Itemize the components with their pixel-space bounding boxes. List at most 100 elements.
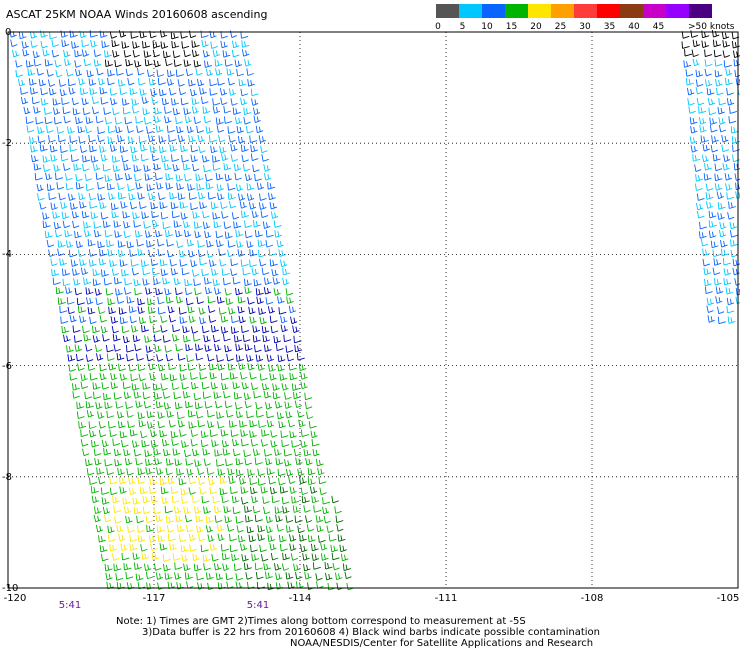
wind-barb	[137, 77, 146, 86]
wind-barb	[217, 421, 225, 429]
wind-barb	[725, 183, 733, 191]
wind-barb	[184, 173, 192, 182]
wind-barb	[77, 363, 85, 371]
wind-barb	[732, 258, 740, 267]
wind-barb	[74, 49, 83, 58]
wind-barb	[160, 41, 169, 49]
wind-barb	[721, 31, 730, 40]
wind-barb	[237, 193, 246, 201]
wind-barb	[171, 382, 180, 391]
wind-barb	[164, 572, 173, 580]
wind-barb	[705, 201, 713, 209]
wind-barb	[308, 421, 317, 429]
wind-barb	[163, 402, 172, 410]
wind-barb	[200, 439, 209, 448]
wind-barb	[87, 363, 96, 371]
wind-barb	[278, 477, 286, 486]
wind-barb	[48, 87, 57, 96]
wind-barb	[710, 240, 719, 249]
wind-barb	[276, 411, 285, 420]
wind-barb	[118, 476, 127, 485]
wind-barb	[189, 88, 198, 97]
wind-barb	[109, 88, 118, 96]
wind-barb	[253, 391, 262, 399]
wind-barb	[104, 563, 113, 572]
wind-barb	[263, 344, 272, 352]
wind-barb	[173, 391, 182, 400]
wind-barb	[255, 571, 264, 580]
wind-barb	[160, 325, 168, 333]
wind-barb	[37, 193, 45, 201]
wind-barb	[144, 173, 153, 181]
wind-barb	[123, 163, 131, 171]
wind-barb	[97, 134, 105, 143]
wind-barb	[85, 116, 94, 125]
wind-barb	[176, 468, 185, 476]
wind-barb	[89, 201, 98, 209]
wind-barb	[698, 117, 707, 125]
wind-barb	[119, 316, 128, 325]
wind-barb	[139, 486, 148, 495]
wind-barb	[708, 220, 717, 228]
wind-barb	[197, 134, 205, 143]
wind-barb	[726, 192, 735, 200]
wind-barb	[240, 486, 249, 494]
wind-barb	[165, 173, 174, 181]
wind-barb	[98, 535, 106, 543]
wind-barb	[95, 297, 103, 306]
wind-barb	[124, 172, 133, 181]
wind-barb	[152, 40, 161, 49]
wind-barb	[36, 68, 44, 76]
wind-barb	[243, 117, 251, 125]
wind-barb	[684, 49, 693, 57]
wind-barb	[58, 192, 66, 201]
wind-barb	[130, 373, 139, 382]
wind-barb	[266, 410, 275, 419]
wind-barb	[264, 449, 272, 457]
wind-barb	[155, 514, 164, 523]
wind-barb	[211, 325, 219, 333]
wind-barb	[179, 201, 188, 209]
wind-barb	[245, 515, 254, 523]
wind-barb	[252, 107, 261, 116]
lon-tick-label: -120	[3, 593, 27, 604]
wind-barb	[57, 248, 65, 257]
wind-barb	[154, 344, 162, 353]
wind-barb	[306, 411, 314, 420]
wind-barb	[207, 305, 216, 313]
wind-barb	[688, 106, 696, 114]
wind-barb	[142, 495, 151, 504]
wind-barb	[252, 325, 261, 333]
wind-barb	[140, 153, 149, 162]
wind-barb	[150, 440, 159, 448]
wind-barb	[320, 553, 329, 561]
wind-barb	[721, 144, 730, 153]
wind-barb	[166, 525, 175, 533]
wind-barb	[125, 401, 133, 409]
wind-barb	[33, 106, 41, 114]
wind-barb	[119, 259, 128, 267]
wind-barb	[720, 239, 728, 248]
wind-barb	[204, 286, 213, 295]
wind-barb	[718, 97, 727, 106]
wind-barb	[165, 182, 174, 190]
wind-barb	[221, 153, 229, 161]
wind-barb	[215, 172, 224, 181]
wind-barb	[201, 325, 210, 334]
wind-barb	[21, 41, 29, 49]
wind-barb	[171, 495, 180, 504]
wind-barb	[188, 476, 197, 485]
wind-barb	[141, 552, 150, 560]
wind-barb	[257, 363, 265, 371]
wind-barb	[201, 155, 210, 163]
wind-barb	[203, 164, 211, 173]
wind-barb	[129, 201, 138, 210]
wind-barb	[241, 49, 250, 57]
wind-barb	[243, 107, 252, 115]
wind-barb	[259, 193, 267, 201]
legend-tick-label: 30	[579, 22, 591, 32]
wind-barb	[240, 259, 249, 267]
wind-barb	[90, 40, 98, 48]
wind-barb	[117, 420, 126, 429]
wind-barb	[703, 267, 712, 276]
